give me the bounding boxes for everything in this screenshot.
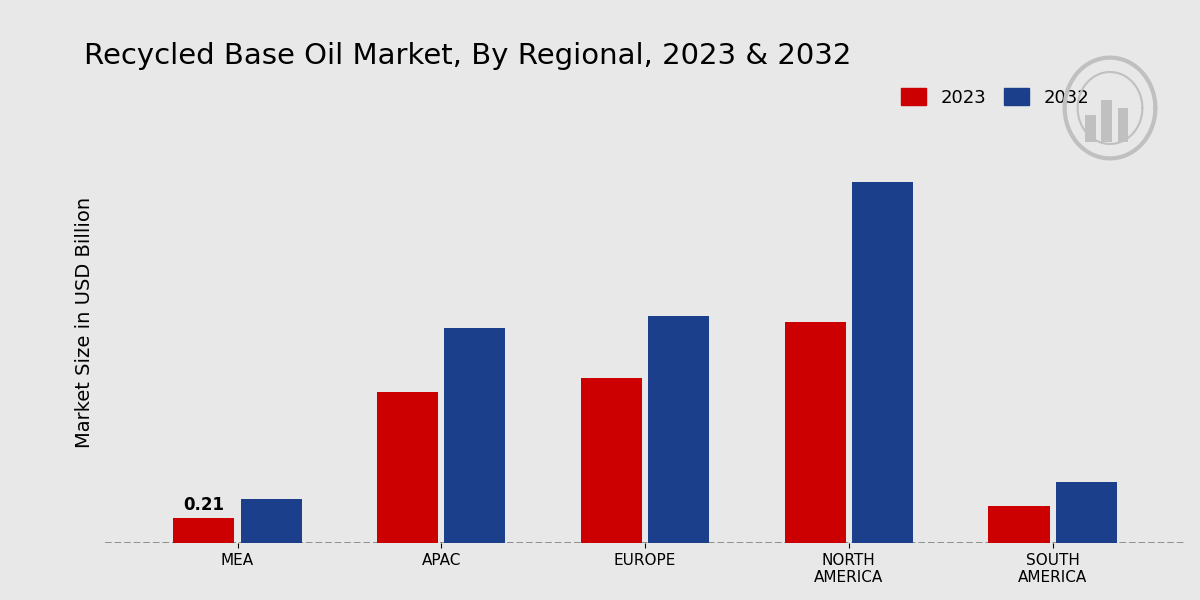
Text: Recycled Base Oil Market, By Regional, 2023 & 2032: Recycled Base Oil Market, By Regional, 2…: [84, 42, 851, 70]
Bar: [377, 392, 438, 543]
Bar: [241, 499, 301, 543]
Bar: [989, 506, 1050, 543]
Legend: 2023, 2032: 2023, 2032: [900, 88, 1090, 107]
Text: 0.21: 0.21: [184, 496, 224, 514]
Bar: [648, 316, 709, 543]
Bar: [1102, 100, 1112, 142]
Bar: [785, 322, 846, 543]
Bar: [581, 378, 642, 543]
Bar: [1085, 115, 1096, 142]
Bar: [1117, 108, 1128, 142]
Bar: [1056, 482, 1117, 543]
Bar: [852, 182, 913, 543]
Bar: [173, 518, 234, 543]
Bar: [444, 328, 505, 543]
Y-axis label: Market Size in USD Billion: Market Size in USD Billion: [74, 196, 94, 448]
